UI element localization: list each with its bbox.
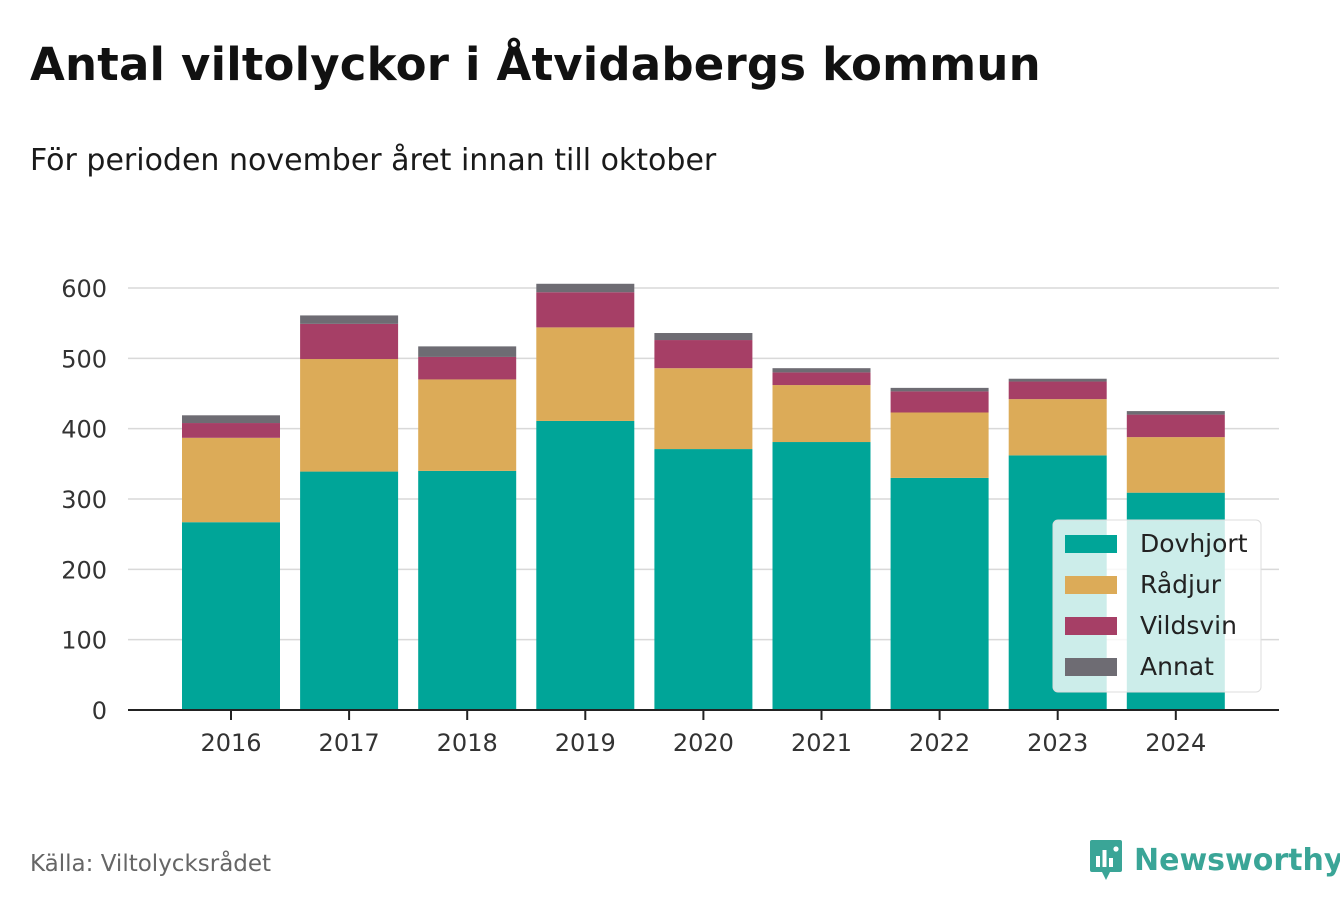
bar-segment-annat-2016: [182, 415, 280, 424]
bar-segment-vildsvin-2024: [1126, 414, 1225, 438]
y-tick-label: 600: [61, 275, 107, 303]
x-tick-label: 2016: [200, 729, 261, 757]
bar-segment-annat-2017: [300, 315, 399, 324]
bar-segment-dovhjort-2018: [418, 470, 517, 710]
y-tick-label: 0: [92, 697, 107, 725]
bar-segment-rådjur-2018: [418, 379, 517, 471]
legend: Dovhjort Rådjur Vildsvin Annat: [1052, 519, 1262, 693]
bar-segment-vildsvin-2023: [1008, 381, 1107, 400]
y-tick-label: 100: [61, 627, 107, 655]
bar-segment-vildsvin-2019: [536, 292, 635, 328]
x-tick-label: 2024: [1145, 729, 1206, 757]
x-tick-label: 2023: [1027, 729, 1088, 757]
legend-swatch-rådjur: [1065, 576, 1117, 594]
bar-segment-vildsvin-2021: [772, 372, 871, 386]
bar-segment-rådjur-2016: [182, 437, 280, 523]
bar-segment-vildsvin-2022: [890, 391, 989, 413]
bar-segment-vildsvin-2020: [654, 340, 753, 369]
y-tick-label: 500: [61, 345, 107, 373]
bar-segment-annat-2018: [418, 346, 517, 357]
legend-label: Vildsvin: [1140, 611, 1237, 640]
bar-segment-annat-2021: [772, 368, 871, 373]
y-tick-label: 400: [61, 416, 107, 444]
bar-segment-vildsvin-2016: [182, 423, 280, 438]
bar-segment-annat-2022: [890, 387, 989, 392]
bar-segment-rådjur-2021: [772, 385, 871, 443]
bar-segment-dovhjort-2021: [772, 442, 871, 710]
bar-segment-vildsvin-2018: [418, 356, 517, 380]
x-tick-label: 2020: [673, 729, 734, 757]
legend-swatch-vildsvin: [1065, 617, 1117, 635]
bar-segment-dovhjort-2022: [890, 477, 989, 710]
bar-segment-annat-2024: [1126, 411, 1225, 415]
legend-swatch-annat: [1065, 658, 1117, 676]
y-tick-label: 300: [61, 486, 107, 514]
bar-segment-rådjur-2022: [890, 412, 989, 478]
bar-segment-vildsvin-2017: [300, 323, 399, 360]
bar-segment-dovhjort-2020: [654, 449, 753, 710]
legend-label: Dovhjort: [1140, 529, 1248, 558]
bar-segment-annat-2020: [654, 333, 753, 341]
x-tick-label: 2022: [909, 729, 970, 757]
bar-segment-rådjur-2019: [536, 327, 635, 421]
legend-label: Rådjur: [1140, 570, 1222, 599]
bar-segment-dovhjort-2019: [536, 420, 635, 710]
y-tick-label: 200: [61, 556, 107, 584]
x-tick-label: 2019: [555, 729, 616, 757]
chart-subtitle: För perioden november året innan till ok…: [30, 143, 717, 178]
axes: 0 100 200 300 400 500 600 2016 2017 2018 2019 2020 2…: [61, 275, 1279, 757]
newsworthy-logo: Newsworthy: [1088, 838, 1340, 882]
bar-segment-rådjur-2023: [1008, 399, 1107, 456]
bar-segment-rådjur-2024: [1126, 437, 1225, 493]
bar-segment-rådjur-2020: [654, 368, 753, 450]
bar-segment-dovhjort-2017: [300, 471, 399, 710]
bar-segment-annat-2019: [536, 283, 635, 293]
legend-label: Annat: [1140, 652, 1214, 681]
source-note: Källa: Viltolycksrådet: [30, 851, 272, 877]
chart-title: Antal viltolyckor i Åtvidabergs kommun: [30, 38, 1041, 91]
x-tick-label: 2021: [791, 729, 852, 757]
legend-swatch-dovhjort: [1065, 535, 1117, 553]
x-tick-label: 2017: [319, 729, 380, 757]
brand-name: Newsworthy: [1134, 842, 1340, 878]
newsworthy-logo-icon: [1090, 840, 1122, 880]
bar-segment-rådjur-2017: [300, 359, 399, 472]
bar-segment-annat-2023: [1008, 378, 1107, 382]
x-tick-label: 2018: [437, 729, 498, 757]
bar-segment-dovhjort-2016: [182, 522, 280, 710]
legend-box: [1052, 519, 1262, 693]
